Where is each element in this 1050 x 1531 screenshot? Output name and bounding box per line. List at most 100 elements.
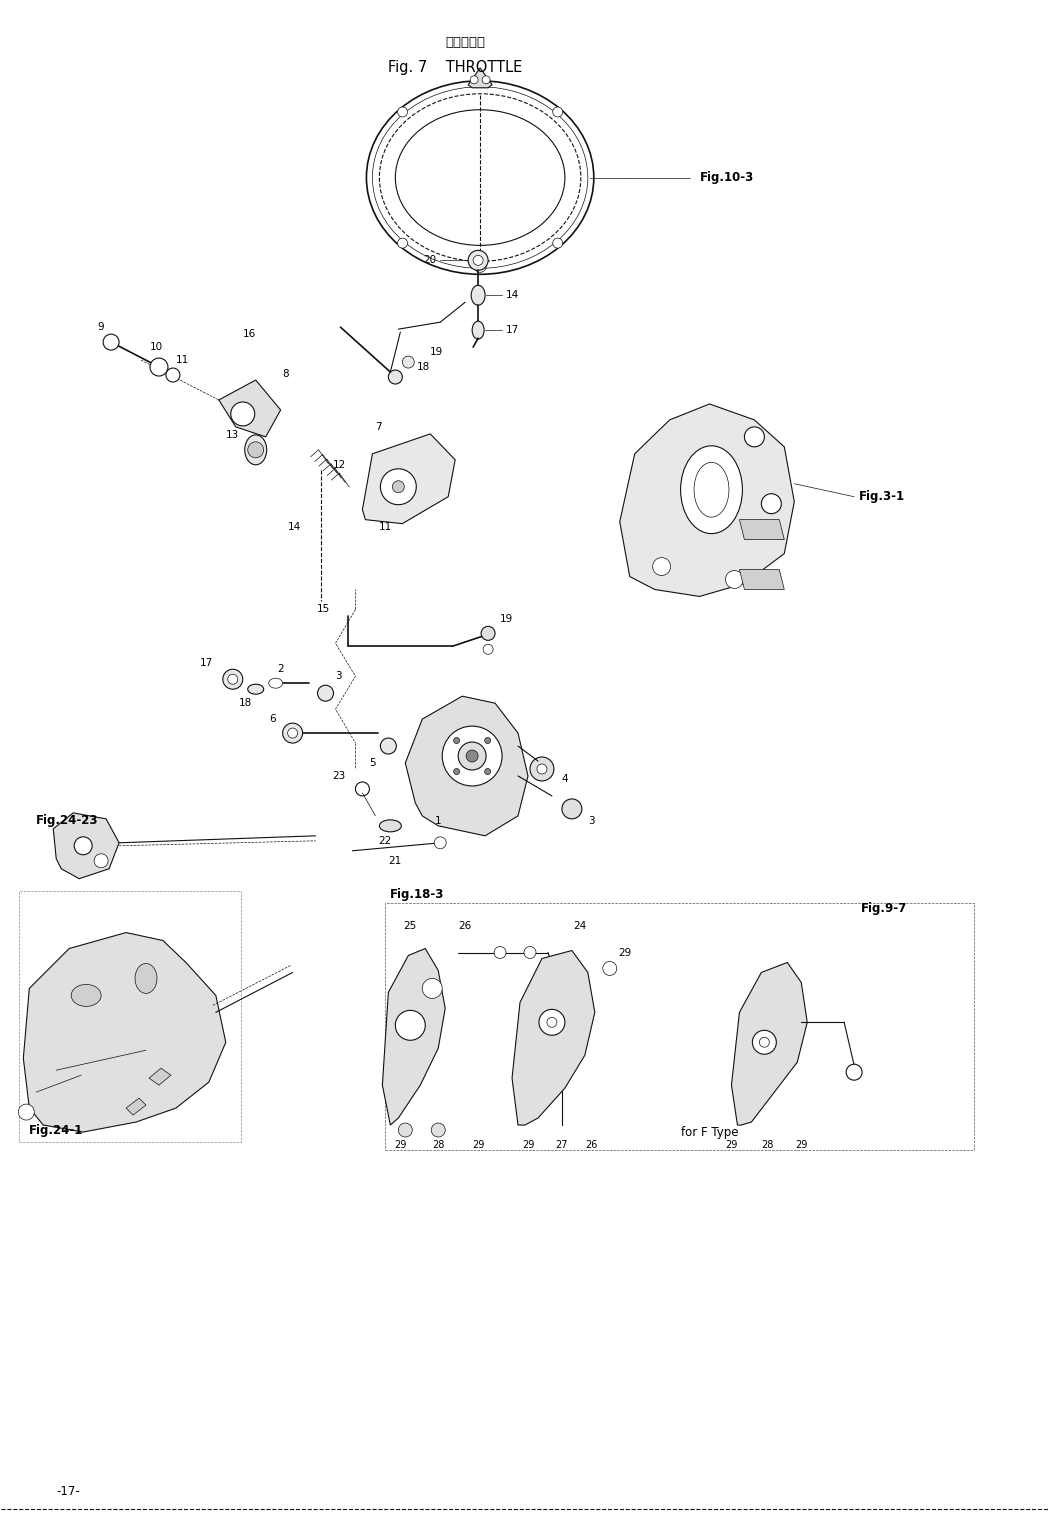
Circle shape <box>454 769 460 775</box>
Circle shape <box>485 738 490 744</box>
Circle shape <box>317 686 334 701</box>
Text: 24: 24 <box>573 920 587 931</box>
Polygon shape <box>23 932 226 1131</box>
Text: 26: 26 <box>459 920 471 931</box>
Polygon shape <box>149 1069 171 1085</box>
Text: 21: 21 <box>388 856 402 865</box>
Circle shape <box>846 1064 862 1081</box>
Text: Fig.3-1: Fig.3-1 <box>859 490 905 504</box>
Circle shape <box>380 468 416 505</box>
Text: 28: 28 <box>761 1141 774 1150</box>
Circle shape <box>228 674 237 684</box>
Polygon shape <box>468 67 492 87</box>
Circle shape <box>422 978 442 998</box>
Polygon shape <box>405 697 528 836</box>
Text: for F Type: for F Type <box>680 1125 738 1139</box>
Text: 22: 22 <box>379 836 392 845</box>
Circle shape <box>398 239 407 248</box>
Circle shape <box>18 1104 35 1121</box>
Ellipse shape <box>379 93 581 262</box>
Ellipse shape <box>245 435 267 465</box>
Text: Fig.9-7: Fig.9-7 <box>861 902 907 916</box>
Circle shape <box>442 726 502 785</box>
Text: 28: 28 <box>432 1141 444 1150</box>
Text: 12: 12 <box>333 459 345 470</box>
Text: 3: 3 <box>336 671 342 681</box>
Text: Fig.24-23: Fig.24-23 <box>37 814 99 827</box>
Circle shape <box>603 961 616 975</box>
Circle shape <box>103 334 119 351</box>
Ellipse shape <box>396 110 565 245</box>
Circle shape <box>356 782 370 796</box>
Circle shape <box>458 743 486 770</box>
Circle shape <box>495 946 506 958</box>
Text: 29: 29 <box>394 1141 406 1150</box>
Text: 18: 18 <box>239 698 252 709</box>
Text: 3: 3 <box>588 816 594 825</box>
Text: Fig.24-1: Fig.24-1 <box>29 1124 84 1136</box>
Circle shape <box>744 427 764 447</box>
Text: 27: 27 <box>555 1141 568 1150</box>
Text: 20: 20 <box>423 256 436 265</box>
Circle shape <box>166 367 180 383</box>
Text: 25: 25 <box>403 920 417 931</box>
Circle shape <box>761 493 781 514</box>
Circle shape <box>485 769 490 775</box>
Text: -17-: -17- <box>57 1485 80 1497</box>
Circle shape <box>432 1124 445 1138</box>
Polygon shape <box>620 404 794 597</box>
Circle shape <box>483 645 493 654</box>
Circle shape <box>402 357 415 367</box>
Circle shape <box>481 626 496 640</box>
Ellipse shape <box>379 821 401 831</box>
Circle shape <box>537 764 547 775</box>
Circle shape <box>466 750 478 762</box>
Circle shape <box>552 239 563 248</box>
Text: 11: 11 <box>176 355 190 364</box>
Text: 29: 29 <box>471 1141 484 1150</box>
Text: 29: 29 <box>726 1141 738 1150</box>
Polygon shape <box>362 433 456 524</box>
Circle shape <box>248 442 264 458</box>
Circle shape <box>653 557 671 576</box>
Circle shape <box>454 738 460 744</box>
Text: 29: 29 <box>795 1141 807 1150</box>
Text: 19: 19 <box>500 614 513 625</box>
Circle shape <box>475 260 486 273</box>
Ellipse shape <box>269 678 282 689</box>
Text: 13: 13 <box>226 430 238 439</box>
Circle shape <box>759 1038 770 1047</box>
Text: Fig. 7    THROTTLE: Fig. 7 THROTTLE <box>388 60 522 75</box>
Text: 5: 5 <box>370 758 376 769</box>
Text: 16: 16 <box>243 329 256 340</box>
Circle shape <box>398 1124 413 1138</box>
Text: 15: 15 <box>317 605 331 614</box>
Text: 2: 2 <box>277 664 284 674</box>
Text: 18: 18 <box>417 361 430 372</box>
Text: 4: 4 <box>562 775 568 784</box>
Text: 8: 8 <box>282 369 289 380</box>
Text: 29: 29 <box>617 948 631 957</box>
Circle shape <box>524 946 536 958</box>
Ellipse shape <box>366 81 594 274</box>
Polygon shape <box>739 519 784 539</box>
Text: 1: 1 <box>435 816 442 825</box>
Circle shape <box>150 358 168 377</box>
Text: 17: 17 <box>200 658 213 668</box>
Circle shape <box>288 729 297 738</box>
Circle shape <box>282 723 302 743</box>
Bar <box>385 903 973 1150</box>
Circle shape <box>482 77 490 84</box>
Polygon shape <box>126 1098 146 1115</box>
Circle shape <box>530 756 554 781</box>
Text: 9: 9 <box>98 322 104 332</box>
Text: 14: 14 <box>288 522 300 531</box>
Text: 17: 17 <box>506 325 520 335</box>
Ellipse shape <box>472 322 484 340</box>
Ellipse shape <box>248 684 264 694</box>
Ellipse shape <box>135 963 158 994</box>
Circle shape <box>223 669 243 689</box>
Circle shape <box>380 738 396 755</box>
Text: 6: 6 <box>269 713 276 724</box>
Circle shape <box>398 107 407 116</box>
